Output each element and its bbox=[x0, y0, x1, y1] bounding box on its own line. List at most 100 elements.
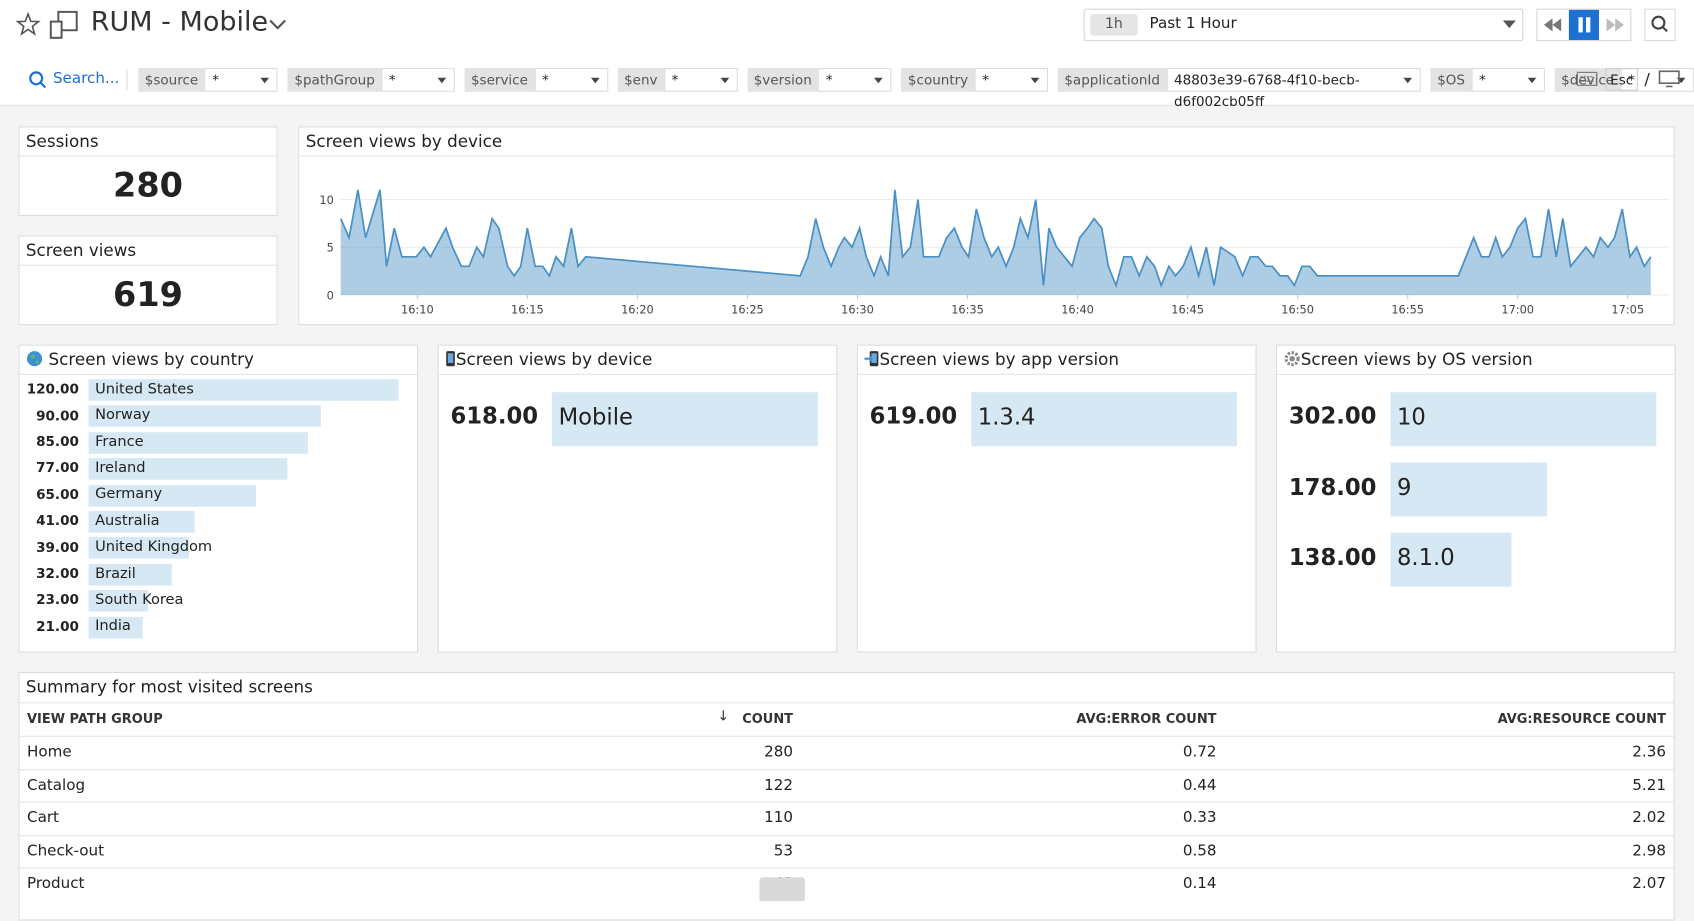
filter-value[interactable]: * bbox=[974, 68, 1049, 92]
category-label: South Korea bbox=[95, 590, 184, 609]
bar bbox=[88, 511, 195, 533]
value-label: 21.00 bbox=[36, 617, 79, 635]
rewind-button[interactable] bbox=[1537, 10, 1568, 40]
filter[interactable]: $device * bbox=[1554, 68, 1694, 92]
value-label: 65.00 bbox=[36, 486, 79, 503]
filter-name: $device bbox=[1554, 68, 1621, 92]
filter-value[interactable]: * bbox=[1471, 68, 1545, 92]
filter-value[interactable]: * bbox=[381, 68, 455, 92]
toplist-widget: Screen views by device 618.00 Mobile bbox=[437, 344, 838, 653]
filter-name: $version bbox=[747, 68, 819, 92]
table-cell: 0.33 bbox=[1182, 809, 1217, 827]
row-divider bbox=[19, 801, 1674, 803]
filter[interactable]: $version * bbox=[747, 68, 892, 92]
title-text: Screen views by device bbox=[455, 350, 653, 370]
search-icon bbox=[29, 71, 47, 89]
filter[interactable]: $env * bbox=[617, 68, 738, 92]
dashboard-icon bbox=[49, 10, 78, 39]
value-label: 41.00 bbox=[36, 512, 79, 529]
area-fill bbox=[340, 189, 1651, 295]
filter-name: $applicationId bbox=[1057, 68, 1167, 92]
area-line bbox=[339, 189, 1652, 289]
category-label: France bbox=[95, 432, 144, 451]
globe-icon bbox=[27, 351, 43, 367]
favorite-star[interactable] bbox=[15, 11, 41, 38]
filter[interactable]: $country * bbox=[901, 68, 1049, 92]
filter-value[interactable]: * bbox=[818, 68, 892, 92]
filter[interactable]: $pathGroup * bbox=[287, 68, 455, 92]
filter-value[interactable]: * bbox=[534, 68, 608, 92]
bar bbox=[88, 405, 322, 428]
query-value: 280 bbox=[113, 166, 183, 206]
column-header: AVG:RESOURCE COUNT bbox=[1497, 710, 1666, 727]
x-tick-label: 16:50 bbox=[1281, 302, 1314, 316]
x-tick-label: 16:35 bbox=[951, 302, 984, 316]
value-label: 85.00 bbox=[36, 433, 79, 450]
row-divider bbox=[19, 867, 1674, 869]
toplist-widget: Screen views by app version 619.00 1.3.4 bbox=[856, 344, 1257, 653]
bar bbox=[971, 392, 1238, 447]
sort-arrow: ↓ bbox=[717, 708, 730, 725]
esc-key[interactable]: Esc bbox=[1605, 68, 1638, 91]
table-cell: 2.07 bbox=[1632, 875, 1666, 893]
category-label: Ireland bbox=[95, 459, 146, 477]
pause-button[interactable] bbox=[1568, 9, 1600, 40]
x-tick-label: 16:10 bbox=[401, 302, 434, 316]
filter-value[interactable]: * bbox=[204, 68, 279, 92]
phone-icon bbox=[446, 351, 455, 367]
bar bbox=[1390, 533, 1512, 588]
time-shortcut: 1h bbox=[1090, 14, 1138, 36]
timeseries-widget: Screen views by device 0 5 10 16:10 16:15 16:… bbox=[298, 126, 1675, 326]
drawer-handle[interactable] bbox=[759, 877, 805, 902]
filter[interactable]: $service * bbox=[464, 68, 608, 92]
value-label: 619.00 bbox=[869, 403, 958, 430]
timeseries-chart: 0 5 10 16:10 16:15 16:20 16:25 16:30 16:35 16:40 1… bbox=[319, 189, 1670, 316]
filter-name: $env bbox=[617, 68, 665, 92]
table-cell: 0.58 bbox=[1182, 842, 1217, 860]
y-tick-label: 0 bbox=[327, 288, 334, 302]
value-label: 138.00 bbox=[1288, 544, 1377, 571]
filter[interactable]: $applicationId 48803e39-6768-4f10-becb-d6… bbox=[1057, 68, 1421, 109]
filter[interactable]: $source * bbox=[138, 68, 279, 92]
category-label: 10 bbox=[1396, 403, 1426, 430]
y-tick-label: 5 bbox=[327, 241, 334, 255]
filter-value[interactable]: * bbox=[664, 68, 738, 92]
widget-title: Screen views bbox=[19, 237, 277, 266]
x-tick-label: 16:30 bbox=[841, 302, 874, 316]
key-separator: / bbox=[1644, 69, 1650, 89]
search[interactable]: Search... bbox=[52, 70, 120, 88]
filter-name: $source bbox=[138, 68, 205, 92]
x-tick-label: 16:55 bbox=[1391, 302, 1424, 316]
category-label: Australia bbox=[95, 511, 160, 530]
table-cell: 0.44 bbox=[1182, 776, 1217, 794]
widget-title: Screen views by country bbox=[19, 346, 418, 375]
time-selector[interactable]: 1h Past 1 Hour bbox=[1083, 8, 1524, 42]
value-label: 77.00 bbox=[36, 459, 79, 476]
row-label: Catalog bbox=[27, 776, 86, 794]
sessions-widget: Sessions 280 bbox=[18, 126, 278, 217]
value-label: 90.00 bbox=[36, 406, 79, 424]
forward-button[interactable] bbox=[1599, 10, 1630, 40]
table-widget: Summary for most visited screens VIEW PA… bbox=[18, 672, 1675, 921]
x-tick-label: 16:45 bbox=[1171, 302, 1204, 316]
tv-mode-icon[interactable] bbox=[1658, 70, 1680, 88]
bar bbox=[88, 431, 309, 454]
widget-title: Screen views by device bbox=[299, 127, 1674, 157]
widget-title: Screen views by app version bbox=[857, 346, 1256, 375]
gear-icon bbox=[1284, 351, 1300, 367]
value-label: 618.00 bbox=[450, 403, 539, 430]
toplist-widget: Screen views by country 120.00 United Sta… bbox=[18, 344, 419, 653]
filter-value[interactable]: * bbox=[1620, 68, 1694, 92]
title-text: Screen views by country bbox=[48, 350, 254, 370]
keyboard-icon[interactable] bbox=[1576, 71, 1598, 86]
zoom-button[interactable] bbox=[1644, 8, 1676, 42]
bar bbox=[88, 590, 149, 612]
x-tick-label: 16:15 bbox=[511, 302, 544, 316]
filter-value[interactable]: 48803e39-6768-4f10-becb-d6f002cb05ff bbox=[1166, 68, 1421, 109]
row-divider bbox=[19, 735, 1674, 737]
row-label: Product bbox=[27, 875, 85, 893]
filter[interactable]: $OS * bbox=[1430, 68, 1545, 92]
title-menu[interactable] bbox=[268, 17, 287, 32]
